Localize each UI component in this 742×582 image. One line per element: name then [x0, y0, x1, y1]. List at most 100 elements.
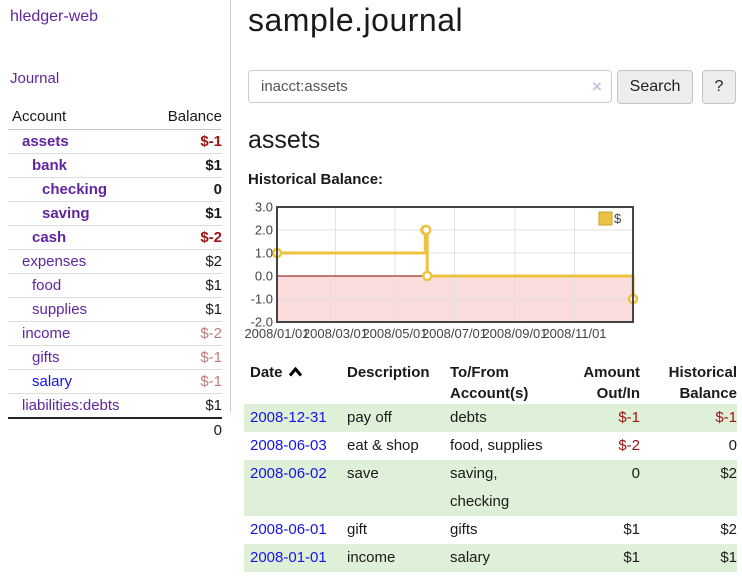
- svg-text:1.0: 1.0: [255, 246, 273, 261]
- account-link-supplies[interactable]: supplies: [32, 301, 88, 318]
- transaction-date-link[interactable]: 2008-06-03: [250, 437, 327, 454]
- account-balance: $1: [148, 393, 222, 418]
- transaction-date-link[interactable]: 2008-06-01: [250, 521, 327, 538]
- transaction-balance: 0: [728, 437, 737, 454]
- account-row: bank $1: [8, 153, 222, 178]
- svg-text:2008/01/01: 2008/01/01: [244, 326, 309, 341]
- register-table: Date Description To/From Account(s) Amou…: [244, 362, 737, 572]
- account-balance: 0: [148, 177, 222, 202]
- transaction-row: 2008-06-03 eat & shop food, supplies $-2 0: [244, 432, 737, 460]
- account-title: assets: [248, 126, 321, 154]
- transaction-amount: 0: [631, 465, 640, 482]
- chart-label: Historical Balance:: [248, 171, 384, 188]
- account-row: liabilities:debts $1: [8, 393, 222, 418]
- account-link-saving[interactable]: saving: [42, 205, 90, 222]
- transaction-amount: $1: [623, 521, 640, 538]
- account-balance: $1: [148, 297, 222, 322]
- account-row: gifts $-1: [8, 345, 222, 370]
- svg-text:$: $: [614, 211, 622, 226]
- transaction-accounts: gifts: [450, 521, 478, 538]
- svg-text:2008/11/01: 2008/11/01: [542, 326, 606, 341]
- account-link-food[interactable]: food: [32, 277, 62, 294]
- transaction-balance: $1: [720, 549, 737, 566]
- account-row: cash $-2: [8, 225, 222, 250]
- register-header-date[interactable]: Date: [244, 362, 347, 404]
- transaction-date-link[interactable]: 2008-01-01: [250, 549, 327, 566]
- accounts-total-value: 0: [148, 417, 222, 442]
- account-link-cash[interactable]: cash: [32, 229, 67, 246]
- transaction-balance: $-1: [715, 409, 737, 426]
- account-link-salary[interactable]: salary: [32, 373, 73, 390]
- register-header-amount: Amount Out/In: [583, 364, 640, 402]
- svg-text:2008/03/01: 2008/03/01: [303, 326, 368, 341]
- account-balance: $2: [148, 249, 222, 274]
- register-header-description: Description: [347, 364, 430, 381]
- transaction-row: 2008-06-02 save saving, checking 0 $2: [244, 460, 737, 516]
- account-row: supplies $1: [8, 297, 222, 322]
- register-header-accounts: To/From Account(s): [450, 364, 529, 402]
- register-header-date-label: Date: [250, 364, 283, 381]
- transaction-amount: $1: [623, 549, 640, 566]
- page-title: sample.journal: [248, 2, 464, 38]
- account-balance: $-2: [148, 321, 222, 346]
- svg-text:-1.0: -1.0: [251, 292, 273, 307]
- transaction-balance: $2: [720, 521, 737, 538]
- account-balance: $-2: [148, 225, 222, 250]
- search-button[interactable]: Search: [617, 70, 693, 104]
- svg-text:2.0: 2.0: [255, 223, 273, 238]
- svg-text:3.0: 3.0: [255, 200, 273, 215]
- account-link-bank[interactable]: bank: [32, 157, 68, 174]
- transaction-amount: $-1: [618, 409, 640, 426]
- account-row: salary $-1: [8, 369, 222, 394]
- account-link-income[interactable]: income: [22, 325, 71, 342]
- transaction-date-link[interactable]: 2008-06-02: [250, 465, 327, 482]
- sort-ascending-icon: [288, 367, 302, 377]
- svg-text:-2.0: -2.0: [251, 315, 273, 330]
- account-balance: $-1: [148, 345, 222, 370]
- account-row: expenses $2: [8, 249, 222, 274]
- transaction-row: 2008-01-01 income salary $1 $1: [244, 544, 737, 572]
- accounts-header-balance: Balance: [148, 106, 222, 130]
- sidebar-divider: [230, 0, 231, 412]
- transaction-accounts: food, supplies: [450, 437, 543, 454]
- svg-text:0.0: 0.0: [255, 269, 273, 284]
- help-button[interactable]: ?: [702, 70, 736, 104]
- account-row: income $-2: [8, 321, 222, 346]
- account-link-assets[interactable]: assets: [22, 133, 69, 150]
- transaction-row: 2008-12-31 pay off debts $-1 $-1: [244, 404, 737, 432]
- transaction-description: gift: [347, 521, 368, 538]
- account-row: checking 0: [8, 177, 222, 202]
- transaction-date-link[interactable]: 2008-12-31: [250, 409, 327, 426]
- transaction-row: 2008-06-01 gift gifts $1 $2: [244, 516, 737, 544]
- transaction-description: income: [347, 549, 396, 566]
- account-balance: $1: [148, 153, 222, 178]
- register-header-balance: Historical Balance: [668, 364, 737, 402]
- historical-balance-chart: $3.0 2.0 1.0 0.0 -1.0 -2.0 2008/01/01 2008/03/0…: [240, 200, 742, 345]
- svg-text:2008/09/01: 2008/09/01: [482, 326, 547, 341]
- accounts-balance-table: Account Balance assets $-1 bank $1 checking 0…: [8, 106, 222, 442]
- account-link-expenses[interactable]: expenses: [22, 253, 87, 270]
- account-row: saving $1: [8, 201, 222, 226]
- transaction-amount: $-2: [618, 437, 640, 454]
- transaction-balance: $2: [720, 465, 737, 482]
- account-balance: $1: [148, 273, 222, 298]
- accounts-header-account: Account: [8, 106, 149, 130]
- accounts-total-row: 0: [8, 417, 222, 442]
- account-balance: $-1: [200, 133, 222, 150]
- account-balance: $-1: [148, 369, 222, 394]
- search-input[interactable]: [248, 70, 612, 103]
- clear-search-icon[interactable]: ×: [592, 77, 602, 96]
- transaction-description: pay off: [347, 409, 392, 426]
- account-link-liabilities-debts[interactable]: liabilities:debts: [22, 397, 120, 414]
- account-row: assets $-1: [8, 130, 222, 154]
- transaction-accounts: saving, checking: [450, 465, 510, 510]
- account-link-checking[interactable]: checking: [42, 181, 108, 198]
- account-link-gifts[interactable]: gifts: [32, 349, 60, 366]
- account-balance: $1: [148, 201, 222, 226]
- sidebar-item-journal[interactable]: Journal: [10, 70, 60, 87]
- svg-text:2008/05/01: 2008/05/01: [362, 326, 427, 341]
- transaction-description: save: [347, 465, 379, 482]
- brand-link[interactable]: hledger-web: [10, 8, 99, 25]
- transaction-accounts: salary: [450, 549, 491, 566]
